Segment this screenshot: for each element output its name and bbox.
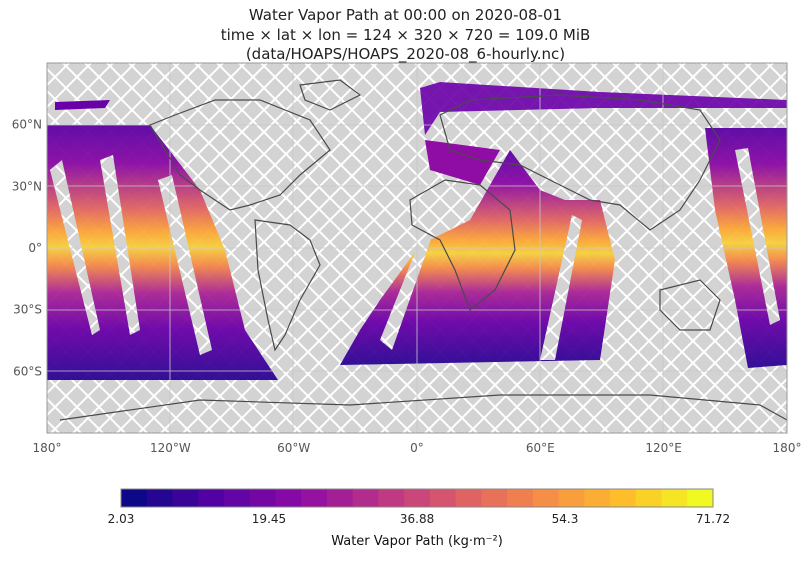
colorbar-swatch xyxy=(610,489,637,507)
colorbar-swatch xyxy=(301,489,328,507)
colorbar-swatch xyxy=(326,489,354,507)
colorbar-swatch xyxy=(635,489,663,507)
colorbar-swatch xyxy=(198,489,225,507)
colorbar-swatch xyxy=(661,489,688,507)
lon-tick-label: 180° xyxy=(33,441,62,455)
lat-tick-label: 30°S xyxy=(13,303,42,317)
longitude-tick-labels: 180° 120°W 60°W 0° 60°E 120°E 180° xyxy=(33,441,802,455)
colorbar-swatch xyxy=(249,489,276,507)
lon-tick-label: 180° xyxy=(773,441,802,455)
colorbar-swatch xyxy=(558,489,585,507)
title-line-3: (data/HOAPS/HOAPS_2020-08_6-hourly.nc) xyxy=(245,45,566,63)
colorbar-tick-labels: 2.03 19.45 36.88 54.3 71.72 xyxy=(108,512,731,526)
colorbar-label: Water Vapor Path (kg·m⁻²) xyxy=(331,534,503,549)
coastlines xyxy=(59,79,787,421)
lon-tick-label: 120°W xyxy=(150,441,191,455)
lat-tick-label: 30°N xyxy=(12,179,42,193)
lon-tick-label: 60°E xyxy=(526,441,555,455)
colorbar-swatch xyxy=(223,489,251,507)
latitude-tick-labels: 60°N 30°N 0° 30°S 60°S xyxy=(12,118,42,379)
colorbar-swatch xyxy=(352,489,379,507)
colorbar-swatch xyxy=(275,489,302,507)
colorbar-swatch xyxy=(378,489,405,507)
colorbar: 2.03 19.45 36.88 54.3 71.72 Water Vapor Path… xyxy=(108,488,731,549)
colorbar-swatch xyxy=(481,489,508,507)
lat-tick-label: 0° xyxy=(28,241,42,255)
lon-tick-label: 120°E xyxy=(645,441,682,455)
colorbar-tick-label: 19.45 xyxy=(252,512,286,526)
colorbar-tick-label: 36.88 xyxy=(400,512,434,526)
colorbar-swatch xyxy=(172,489,199,507)
colorbar-swatch xyxy=(507,489,534,507)
colorbar-tick-label: 71.72 xyxy=(696,512,730,526)
colorbar-swatch xyxy=(687,489,714,507)
lon-tick-label: 60°W xyxy=(277,441,310,455)
map-frame xyxy=(46,62,788,434)
colorbar-swatch xyxy=(146,489,173,507)
lat-tick-label: 60°N xyxy=(12,118,42,132)
colorbar-frame xyxy=(120,488,714,508)
colorbar-swatch xyxy=(455,489,482,507)
map-panel xyxy=(46,62,788,434)
lat-tick-label: 60°S xyxy=(13,364,42,378)
lon-tick-label: 0° xyxy=(410,441,424,455)
colorbar-swatch xyxy=(429,489,457,507)
colorbar-tick-label: 2.03 xyxy=(108,512,135,526)
title-line-1: Water Vapor Path at 00:00 on 2020-08-01 xyxy=(248,6,563,24)
colorbar-swatch xyxy=(584,489,611,507)
graticule xyxy=(47,63,787,433)
colorbar-swatches xyxy=(121,489,714,507)
colorbar-swatch xyxy=(121,489,148,507)
colorbar-tick-label: 54.3 xyxy=(552,512,579,526)
colorbar-swatch xyxy=(532,489,560,507)
title-line-2: time × lat × lon = 124 × 320 × 720 = 109… xyxy=(220,26,591,44)
colorbar-swatch xyxy=(404,489,431,507)
